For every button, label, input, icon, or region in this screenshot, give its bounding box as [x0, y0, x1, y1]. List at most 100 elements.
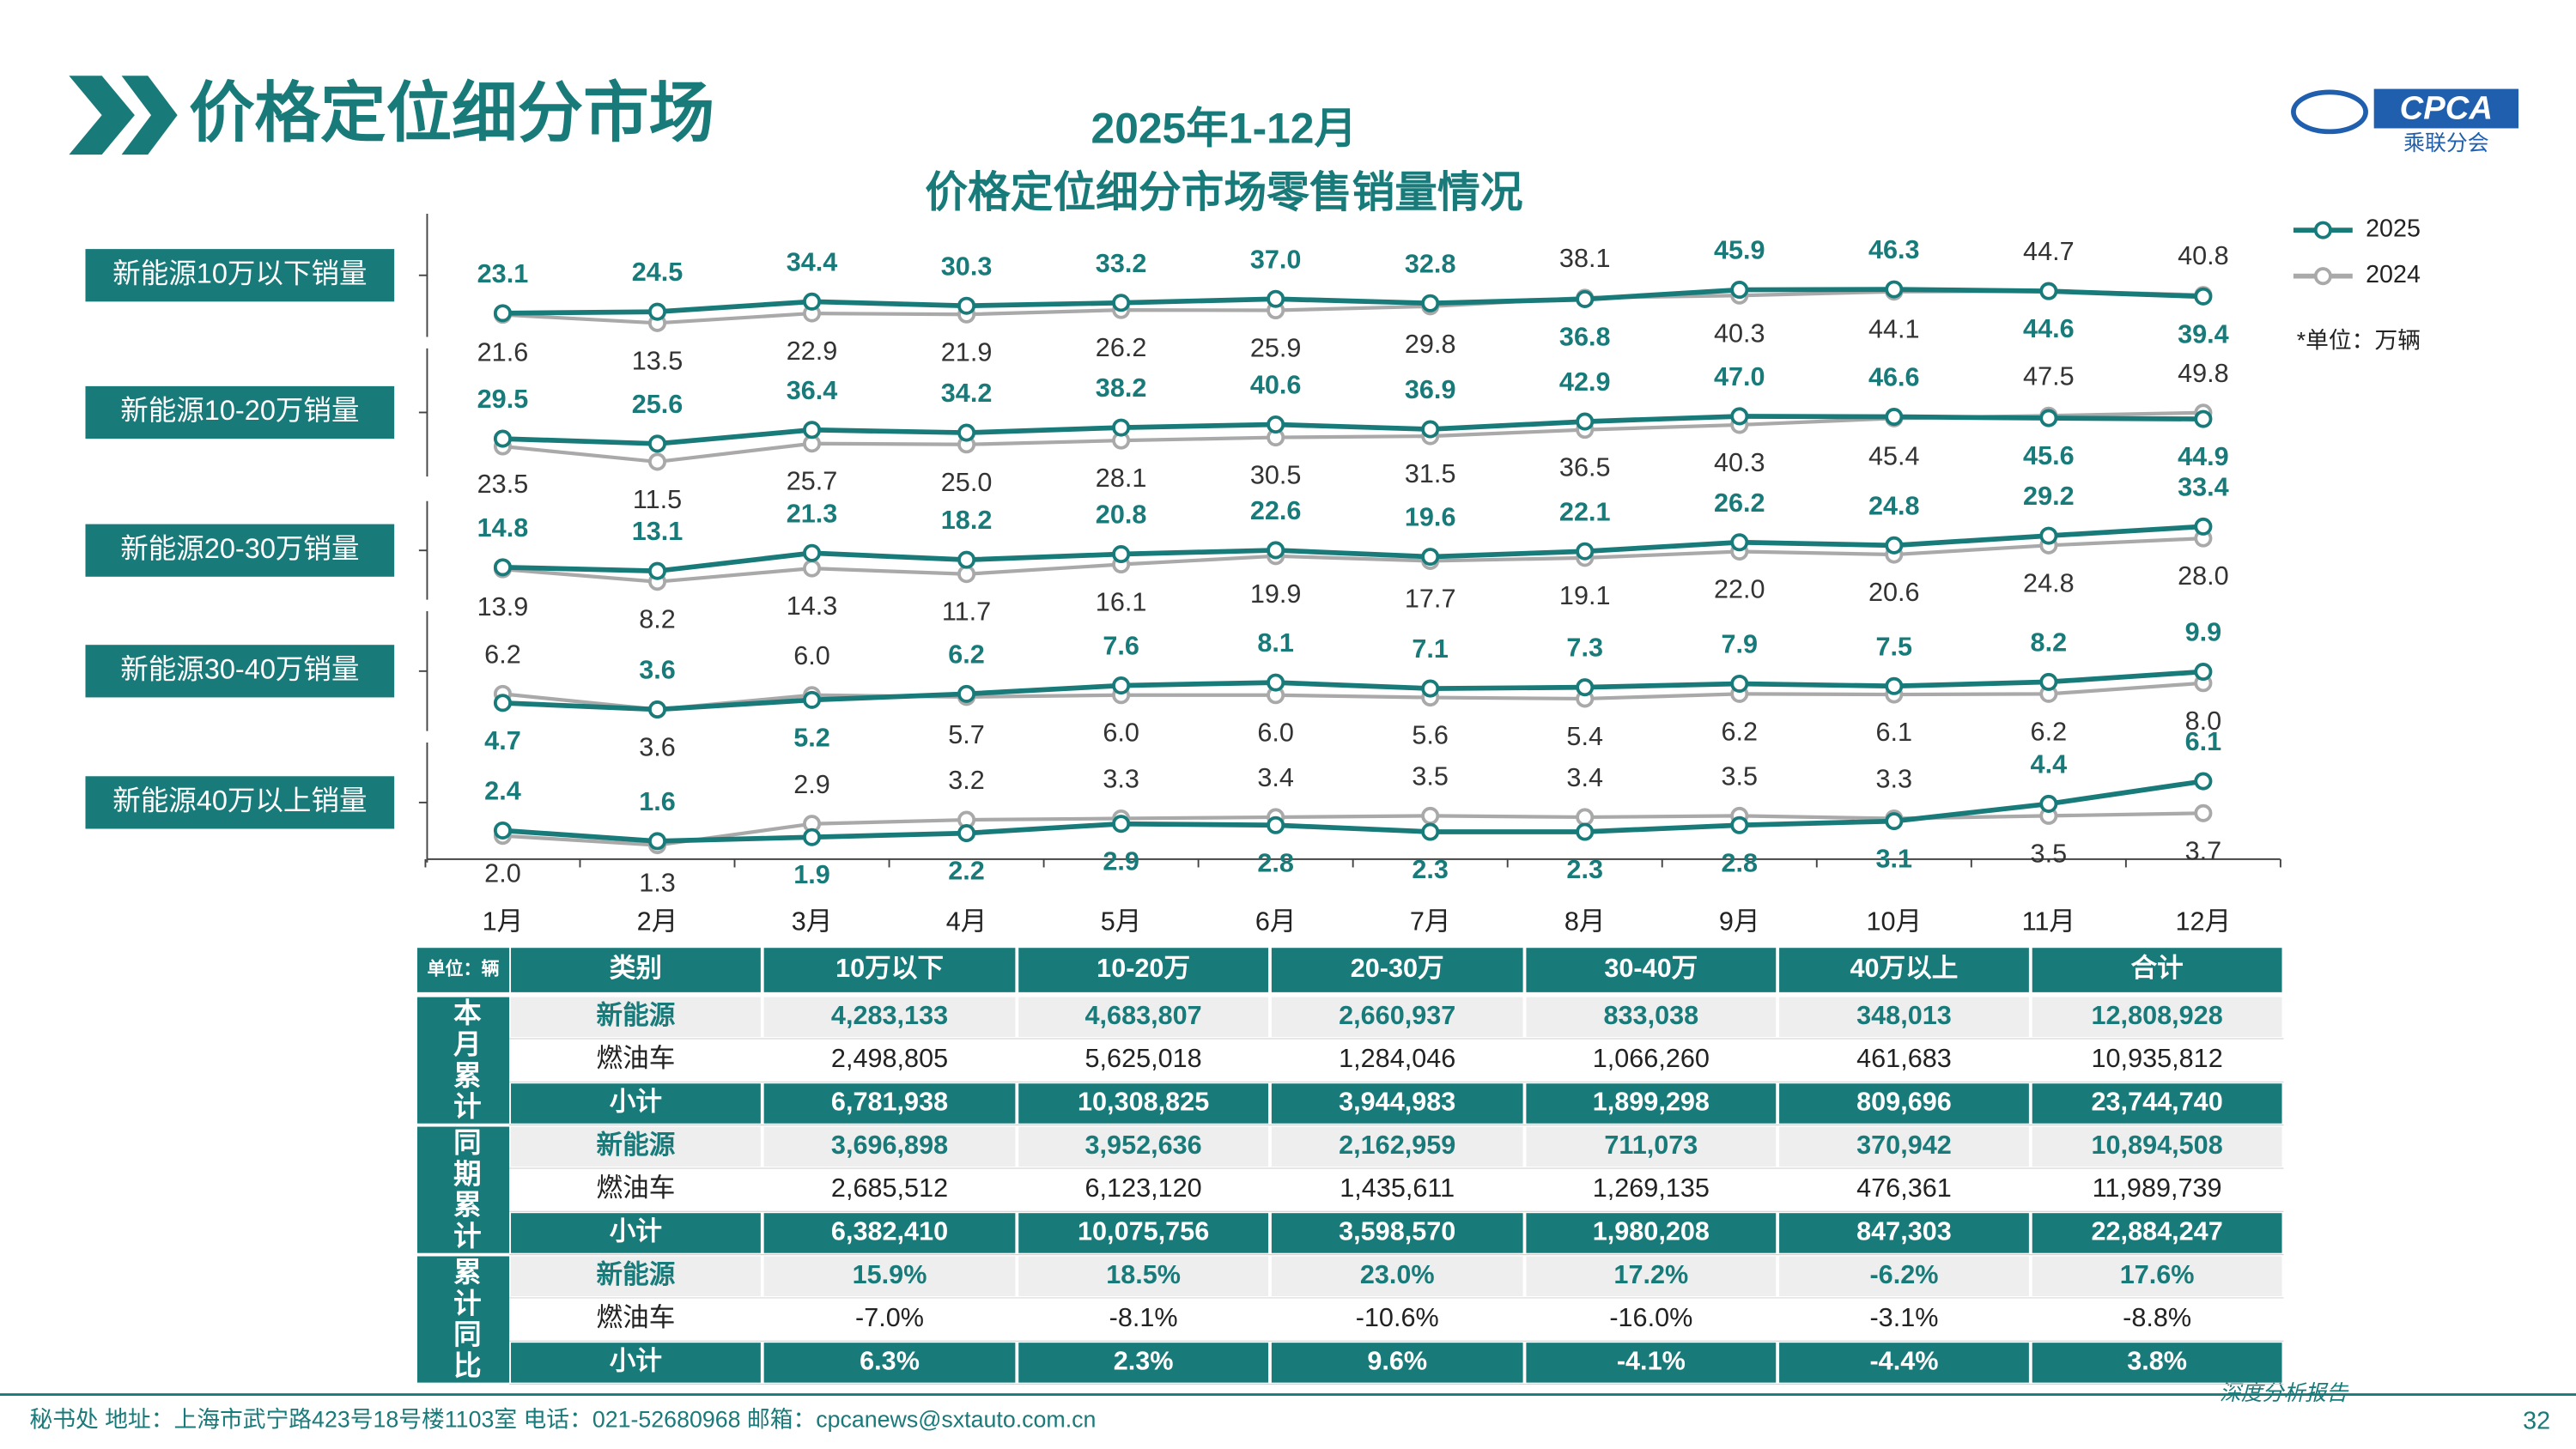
data-point [1421, 548, 1440, 567]
data-point [803, 421, 822, 440]
panel-label: 新能源10万以下销量 [112, 258, 367, 288]
table-cell-text: -16.0% [1609, 1303, 1692, 1332]
table-cell [1271, 1040, 1523, 1081]
data-point [2194, 662, 2213, 682]
value-label: 38.2 [1096, 373, 1147, 403]
panel-label-box [85, 524, 395, 577]
data-point [803, 543, 822, 562]
table-cell [511, 1126, 761, 1167]
value-label: 7.6 [1103, 632, 1139, 661]
legend-marker [2313, 221, 2332, 239]
table-cell [763, 1126, 1016, 1167]
value-label: 2.8 [1257, 848, 1294, 877]
table-cell-text: 2,162,959 [1339, 1131, 1455, 1160]
value-label: 2.0 [484, 859, 521, 888]
value-label: 42.9 [1559, 367, 1611, 397]
value-label: 23.1 [477, 259, 529, 288]
value-label: 6.2 [484, 640, 521, 669]
table-cell-text: -6.2% [1869, 1260, 1938, 1289]
data-point [957, 565, 976, 584]
value-label: 30.5 [1250, 461, 1302, 490]
value-label: 3.5 [1412, 761, 1449, 791]
data-point [2194, 803, 2213, 822]
table-cell-text: 4,683,807 [1085, 1001, 1202, 1030]
table-cell [2032, 1169, 2282, 1210]
value-label: 3.4 [1257, 763, 1294, 792]
data-point [1885, 536, 1904, 555]
value-label: 3.3 [1876, 765, 1913, 794]
data-point [1421, 294, 1440, 312]
data-point [647, 452, 667, 471]
table-cell-text: 833,038 [1604, 1001, 1699, 1030]
data-point [1267, 815, 1285, 834]
value-label: 6.1 [2185, 727, 2222, 756]
data-point [647, 434, 667, 453]
value-label: 22.1 [1559, 497, 1611, 526]
table-cell-text: 燃油车 [597, 1044, 676, 1073]
value-label: 30.3 [941, 252, 993, 281]
table-cell [1779, 1169, 2029, 1210]
table-cell-text: -10.6% [1356, 1303, 1439, 1332]
table-cell-text: 10,308,825 [1078, 1088, 1209, 1117]
data-point [1730, 674, 1749, 694]
value-label: 4.4 [2031, 750, 2068, 779]
table-cell [1018, 1040, 1269, 1081]
legend-marker [2313, 267, 2332, 286]
table-header-cell [1271, 948, 1523, 992]
data-point [2194, 772, 2213, 791]
table-cell [2032, 1083, 2282, 1124]
table-cell [1779, 1299, 2029, 1340]
table-cell [1018, 997, 1269, 1038]
data-point [803, 690, 822, 709]
table-cell-text: 461,683 [1856, 1044, 1952, 1073]
series-line [502, 537, 2203, 584]
table-cell-text: 小计 [610, 1217, 662, 1246]
data-point [957, 684, 976, 703]
table-cell-text: 3,696,898 [831, 1131, 948, 1160]
data-point [1730, 281, 1749, 300]
value-label: 3.5 [2031, 839, 2068, 868]
panel-label: 新能源10-20万销量 [120, 395, 359, 426]
data-point [1421, 806, 1440, 825]
data-point [647, 561, 667, 580]
value-label: 20.6 [1868, 578, 1920, 607]
series-line [502, 779, 2204, 844]
table-cell-text: 小计 [610, 1346, 662, 1375]
logo-mark [2291, 89, 2368, 135]
value-label: 40.3 [1714, 448, 1765, 477]
table-cell [1018, 1343, 1269, 1383]
table-cell-text: 476,361 [1856, 1173, 1952, 1203]
value-label: 29.8 [1405, 330, 1456, 359]
table-cell-text: 2.3% [1114, 1346, 1174, 1375]
x-tick-label: 4月 [946, 907, 987, 937]
table-cell-text: 18.5% [1106, 1260, 1181, 1289]
table-cell-text: 1,284,046 [1339, 1044, 1455, 1073]
value-label: 3.1 [1876, 845, 1913, 874]
table-group-label: 同期累计 [450, 1127, 481, 1252]
data-point [1885, 812, 1904, 831]
data-point [1112, 676, 1131, 695]
table-header-cell [511, 948, 761, 992]
data-point [1267, 673, 1285, 692]
data-point [1885, 676, 1904, 695]
table-cell-text: 370,942 [1856, 1131, 1952, 1160]
table-cell-text: 3.8% [2127, 1346, 2187, 1375]
table-cell-text: 23.0% [1360, 1260, 1435, 1289]
table-cell-text: 847,303 [1856, 1217, 1952, 1246]
value-label: 44.6 [2023, 314, 2075, 343]
value-label: 33.4 [2178, 472, 2229, 501]
table-cell [1526, 1343, 1777, 1383]
table-cell [1779, 1083, 2029, 1124]
panel-label-box [85, 249, 395, 302]
table-cell [2032, 1126, 2282, 1167]
value-label: 6.2 [1721, 717, 1758, 746]
value-label: 7.1 [1412, 634, 1449, 664]
x-tick-label: 3月 [792, 907, 833, 937]
value-label: 6.0 [793, 641, 830, 670]
data-point [2039, 282, 2058, 300]
value-label: 47.0 [1714, 362, 1765, 391]
table-header: 合计 [2131, 953, 2184, 983]
data-point [1267, 541, 1285, 560]
table-cell-text: 11,989,739 [2093, 1173, 2222, 1203]
